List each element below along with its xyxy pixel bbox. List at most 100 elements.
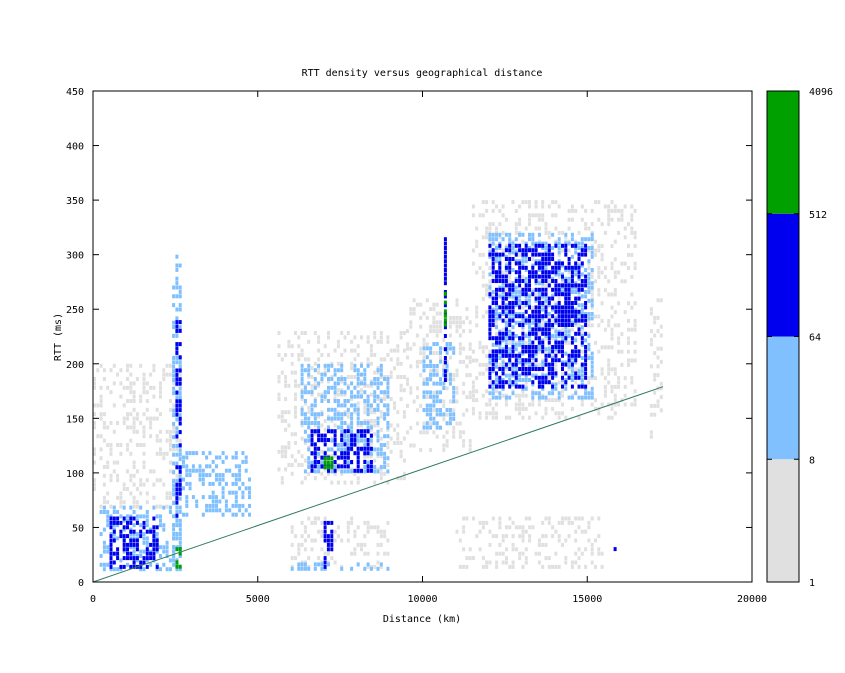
heat-cell [383, 465, 387, 469]
heat-cell [544, 226, 548, 231]
heat-cell [547, 380, 551, 385]
heat-cell [419, 324, 423, 329]
heat-cell [443, 318, 447, 323]
heat-cell [561, 345, 564, 349]
heat-cell [561, 360, 564, 365]
heat-cell [129, 551, 133, 556]
heat-cell [584, 279, 588, 283]
heat-cell [155, 532, 159, 536]
heat-cell [303, 385, 307, 390]
heat-cell [373, 399, 377, 403]
heat-cell [109, 560, 113, 565]
heat-cell [112, 520, 116, 525]
heat-cell [508, 358, 512, 363]
heat-cell [313, 385, 317, 390]
heat-cell [132, 554, 136, 558]
heat-cell [415, 333, 419, 338]
heat-cell [508, 353, 512, 358]
heat-cell [491, 516, 495, 521]
heat-cell [152, 394, 156, 399]
heat-cell [178, 386, 182, 391]
heat-cell [567, 296, 571, 301]
heat-cell [551, 386, 555, 391]
heat-cell [369, 464, 373, 469]
heat-cell [627, 244, 630, 249]
heat-cell [439, 311, 442, 316]
heat-cell [627, 336, 630, 341]
heat-cell [547, 261, 551, 266]
heat-cell [468, 329, 472, 334]
heat-cell [297, 449, 301, 454]
heat-cell [554, 318, 558, 323]
heat-cell [376, 434, 380, 439]
heat-cell [597, 551, 601, 556]
colorbar-tick-label: 4096 [809, 87, 833, 98]
heat-cell [93, 482, 96, 487]
heat-cell [653, 373, 657, 378]
heat-cell [587, 298, 591, 303]
heat-cell [580, 336, 584, 341]
heat-cell [129, 527, 133, 532]
heat-cell [627, 358, 630, 363]
heat-cell [284, 397, 288, 401]
heat-cell [561, 331, 564, 336]
heat-cell [508, 265, 512, 270]
heat-cell [607, 323, 611, 328]
heat-cell [504, 283, 508, 288]
heat-cell [531, 320, 535, 325]
heat-cell [313, 469, 317, 474]
heat-cell [168, 372, 172, 377]
heat-cell [119, 558, 123, 563]
heat-cell [501, 298, 505, 303]
heat-cell [369, 566, 373, 571]
heat-cell [373, 353, 377, 357]
heat-cell [419, 351, 423, 356]
heat-cell [175, 518, 179, 523]
heat-cell [617, 301, 621, 306]
heat-cell [248, 490, 251, 495]
heat-cell [142, 525, 146, 530]
heat-cell [129, 451, 133, 456]
heat-cell [448, 333, 452, 338]
heat-cell [488, 254, 492, 259]
y-tick-label: 100 [66, 469, 84, 480]
heat-cell [376, 438, 380, 443]
heat-cell [132, 394, 136, 399]
heat-cell [488, 272, 492, 277]
heat-cell [574, 250, 578, 255]
heat-cell [541, 520, 545, 525]
heat-cell [564, 325, 568, 330]
heat-cell [564, 235, 568, 240]
heat-cell [432, 302, 436, 307]
heat-cell [472, 516, 475, 521]
heat-cell [567, 276, 571, 281]
heat-cell [564, 312, 568, 316]
heat-cell [567, 329, 571, 334]
heat-cell [514, 296, 518, 301]
heat-cell [508, 252, 512, 257]
heat-cell [175, 377, 179, 382]
heat-cell [623, 310, 627, 315]
heat-cell [175, 381, 179, 386]
heat-cell [178, 416, 182, 421]
heat-cell [544, 395, 548, 400]
heat-cell [119, 394, 123, 399]
heat-cell [498, 265, 502, 270]
heat-cell [443, 300, 447, 305]
heat-cell [185, 503, 189, 508]
heat-cell [495, 534, 499, 539]
heat-cell [383, 416, 387, 421]
heat-cell [178, 553, 182, 558]
heat-cell [580, 340, 584, 345]
heat-cell [557, 331, 561, 336]
heat-cell [574, 560, 578, 565]
heat-cell [129, 505, 133, 510]
heat-cell [333, 429, 337, 434]
heat-cell [142, 549, 146, 554]
heat-cell [537, 309, 541, 314]
heat-cell [659, 346, 663, 351]
heat-cell [386, 407, 390, 412]
heat-cell [234, 473, 238, 478]
heat-cell [178, 342, 182, 347]
heat-cell [415, 364, 419, 369]
